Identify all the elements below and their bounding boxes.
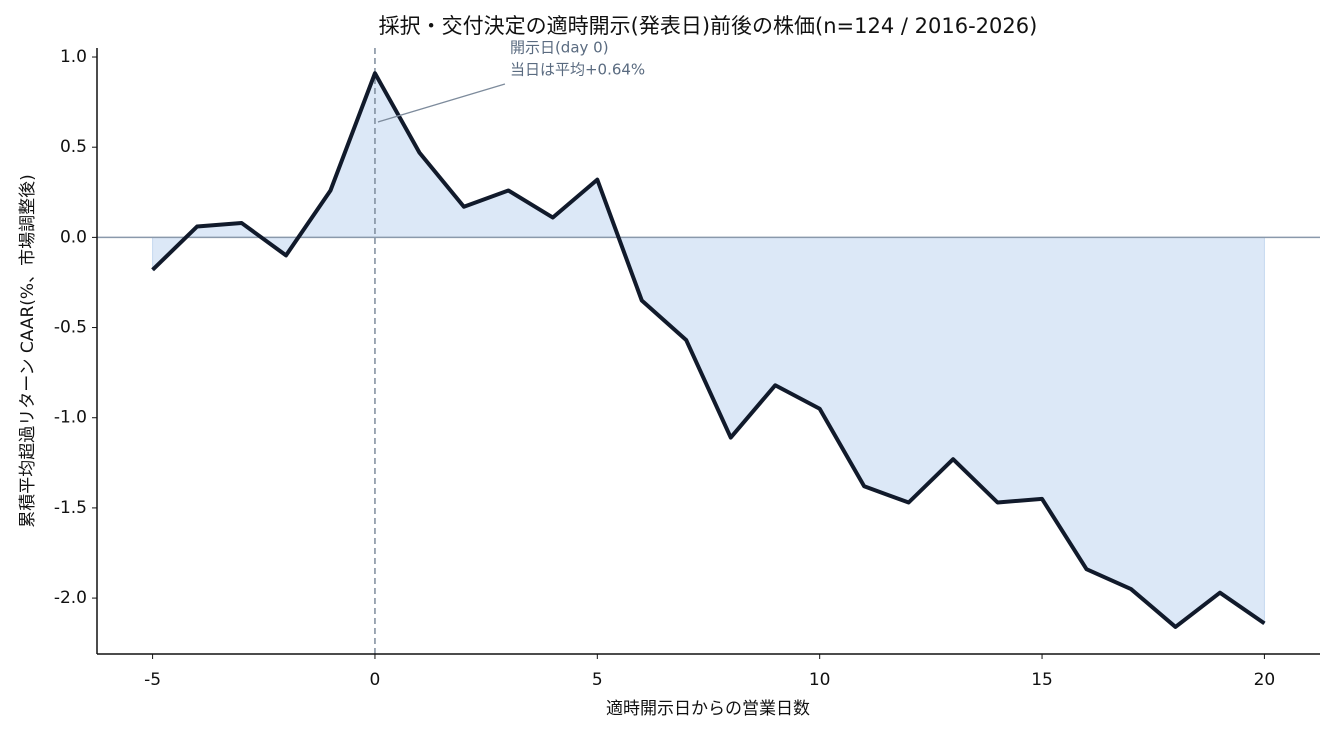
y-tick-label: -1.0 <box>54 408 87 428</box>
annotation-arrow <box>377 83 506 123</box>
x-tick-label: 5 <box>592 670 603 690</box>
x-tick-label: 15 <box>1031 670 1053 690</box>
x-tick-label: 10 <box>809 670 831 690</box>
y-axis-label: 累積平均超過リターン CAAR(%、市場調整後) <box>18 174 38 527</box>
x-tick-label: 0 <box>370 670 381 690</box>
y-tick-label: 1.0 <box>60 47 87 67</box>
y-tick-label: 0.0 <box>60 227 87 247</box>
x-tick-label: -5 <box>144 670 161 690</box>
y-tick-label: -1.5 <box>54 498 87 518</box>
y-tick-label: -0.5 <box>54 318 87 338</box>
chart-title: 採択・交付決定の適時開示(発表日)前後の株価(n=124 / 2016-2026… <box>379 14 1038 38</box>
area-fill <box>152 72 1265 628</box>
y-tick-label: -2.0 <box>54 588 87 608</box>
x-tick-label: 20 <box>1254 670 1276 690</box>
y-tick-label: 0.5 <box>60 137 87 157</box>
annotation-text: 開示日(day 0) <box>510 38 609 56</box>
annotation-text: 当日は平均+0.64% <box>510 60 645 78</box>
x-axis-label: 適時開示日からの営業日数 <box>606 699 810 719</box>
line <box>151 71 1266 629</box>
